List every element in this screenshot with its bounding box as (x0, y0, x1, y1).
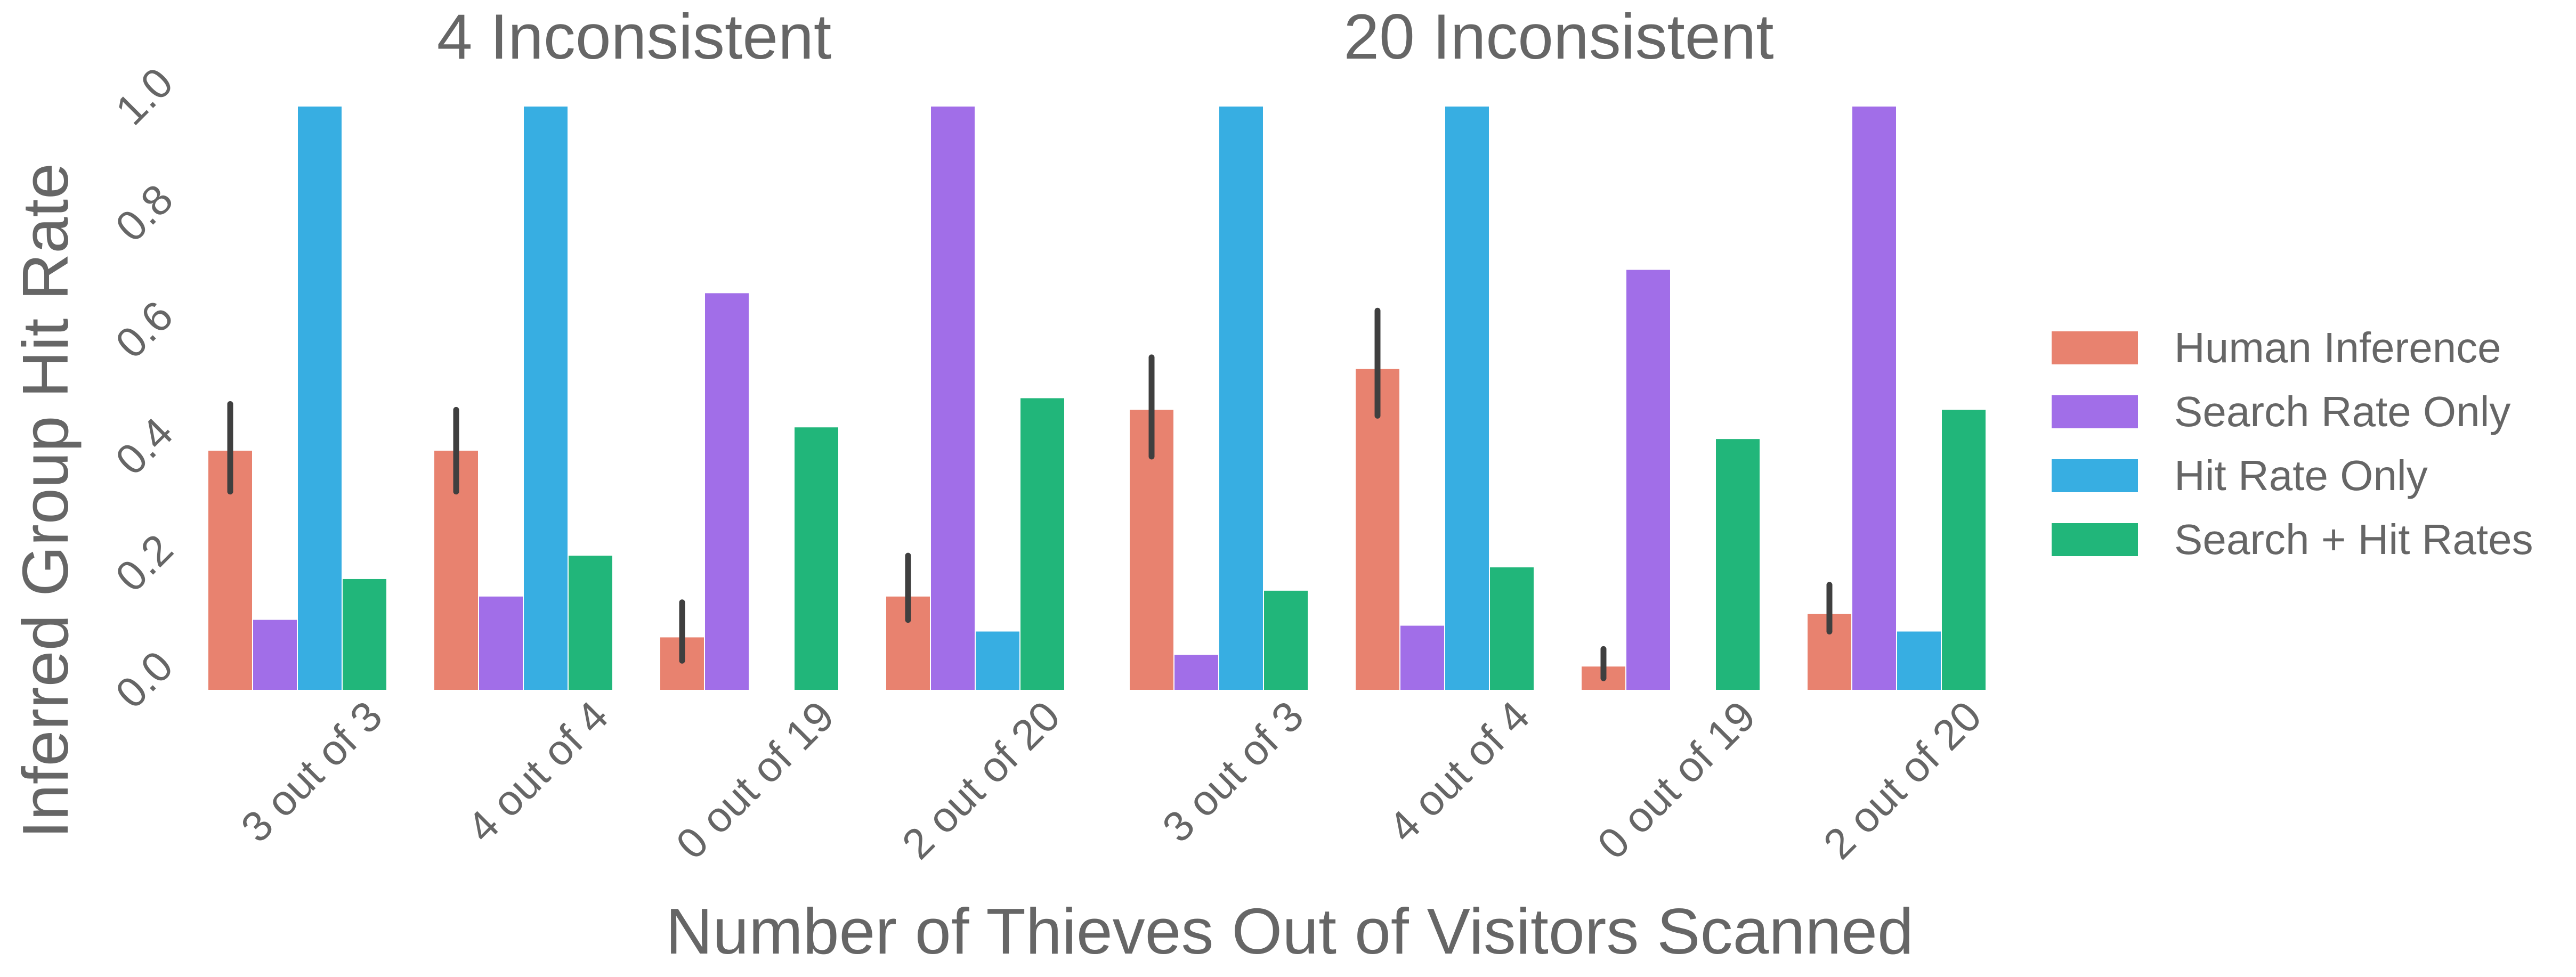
x-tick-label: 0 out of 19 (667, 692, 843, 868)
bar (1942, 410, 1986, 690)
bar (795, 427, 838, 690)
legend-label: Human Inference (2174, 324, 2501, 371)
y-tick-label: 0.0 (107, 642, 182, 718)
bar (1626, 270, 1670, 690)
bar (343, 579, 386, 690)
bar (1400, 625, 1444, 690)
bar (253, 620, 297, 690)
x-tick-label: 2 out of 20 (1814, 692, 1990, 868)
y-tick-label: 0.4 (107, 409, 182, 484)
y-axis-label: Inferred Group Hit Rate (9, 163, 82, 838)
x-axis-label: Number of Thieves Out of Visitors Scanne… (666, 895, 1914, 967)
x-tick-label: 3 out of 3 (232, 692, 391, 851)
bar (524, 107, 568, 690)
legend-swatch (2052, 331, 2138, 364)
y-tick-label: 0.8 (107, 175, 182, 251)
panel-title: 20 Inconsistent (1343, 1, 1773, 72)
x-tick-label: 4 out of 4 (458, 692, 617, 851)
x-tick-label: 2 out of 20 (893, 692, 1069, 868)
bar (705, 293, 749, 690)
bar (298, 107, 342, 690)
legend-swatch (2052, 395, 2138, 428)
y-tick-label: 1.0 (107, 59, 182, 134)
bars-layer (208, 107, 1986, 690)
bar (479, 596, 523, 690)
panel-title: 4 Inconsistent (437, 1, 831, 72)
bar (1490, 567, 1534, 690)
legend-label: Hit Rate Only (2174, 452, 2428, 499)
legend-swatch (2052, 523, 2138, 556)
bar (1445, 107, 1489, 690)
bar (569, 556, 612, 690)
bar (1716, 439, 1760, 690)
bar (1020, 398, 1064, 690)
bar (1852, 107, 1896, 690)
x-tick-label: 0 out of 19 (1589, 692, 1764, 868)
x-tick-label: 3 out of 3 (1153, 692, 1313, 851)
legend-swatch (2052, 459, 2138, 492)
bar (1264, 590, 1308, 690)
bar (1897, 631, 1941, 690)
bar (1219, 107, 1263, 690)
legend: Human Inference Search Rate Only Hit Rate … (2052, 324, 2533, 563)
bar (976, 631, 1019, 690)
x-tick-label: 4 out of 4 (1379, 692, 1538, 851)
y-tick-label: 0.6 (107, 292, 182, 368)
legend-label: Search + Hit Rates (2174, 516, 2533, 563)
bar (1356, 369, 1399, 690)
error-bars-layer (227, 307, 1833, 681)
bar (931, 107, 975, 690)
y-tick-label: 0.2 (107, 525, 182, 601)
legend-label: Search Rate Only (2174, 388, 2510, 435)
bar (1174, 655, 1218, 690)
